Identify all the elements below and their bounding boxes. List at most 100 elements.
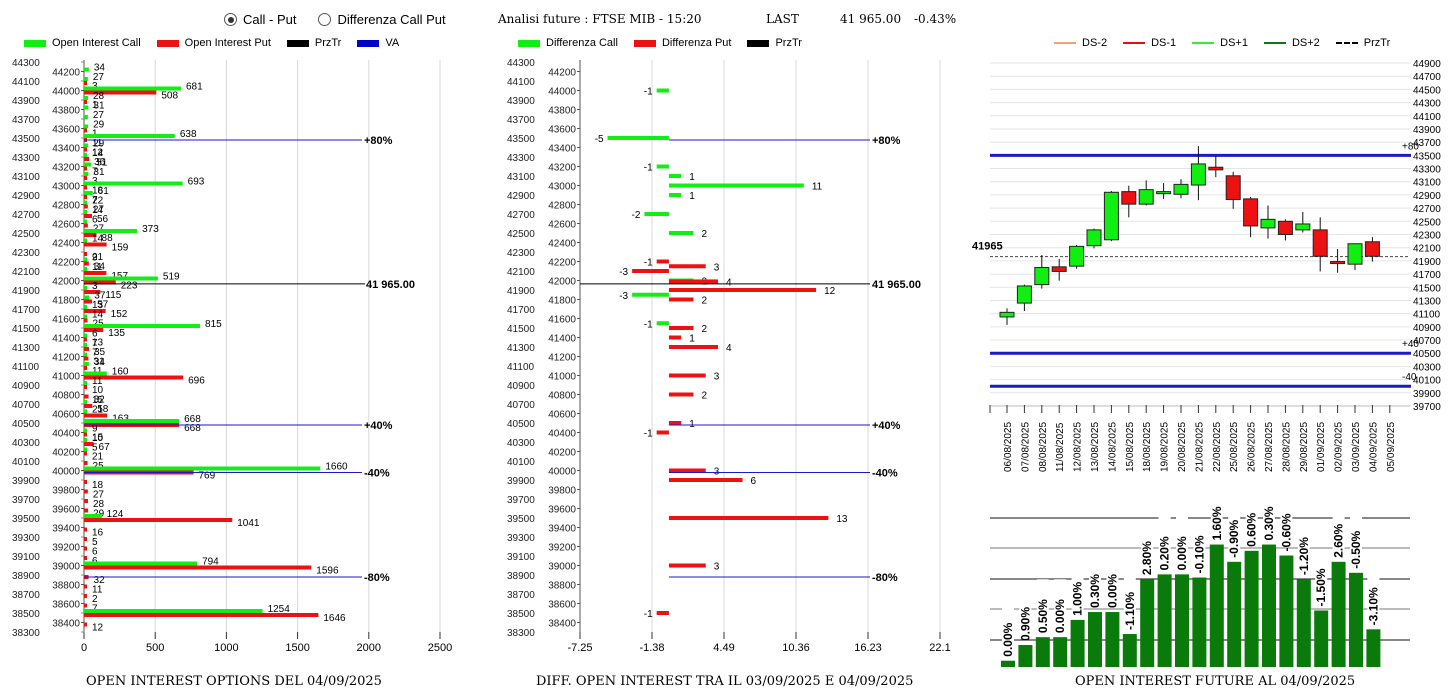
y-tick-label: 41600 (548, 315, 576, 326)
bar-label-put: 6 (92, 547, 98, 558)
bar-label-call: 51 (96, 158, 108, 169)
bar-label-put: 10 (92, 385, 104, 396)
diff-bar-put (656, 611, 669, 615)
bar-put (84, 613, 319, 617)
y-tick-label: 43100 (507, 172, 535, 183)
x-tick-label: 02/09/2025 (1334, 422, 1345, 472)
y-tick-label: 41800 (548, 296, 576, 307)
diff-bar-call (656, 164, 669, 169)
future-oi-bar (1001, 660, 1015, 667)
y-tick-label: 44900 (1413, 59, 1441, 70)
diff-bar-call (668, 183, 804, 188)
bar-label-put: 18 (92, 186, 104, 197)
future-oi-bar (1070, 619, 1085, 667)
bar-label-put: 11 (92, 585, 103, 596)
bar-label-put: 1 (92, 100, 98, 111)
radio-dot[interactable] (318, 13, 332, 26)
y-tick-label: 44300 (1413, 99, 1441, 110)
x-tick-label: -1.38 (639, 642, 664, 654)
y-tick-label: 41400 (52, 334, 80, 345)
radio-differenza-call-put[interactable]: Differenza Call Put (318, 12, 446, 27)
data-label-bg (1332, 503, 1345, 554)
bar-put (84, 299, 93, 304)
data-label: -3.10% (1366, 587, 1380, 625)
bar-label-put: 21 (92, 452, 104, 463)
data-label: 0.00% (1105, 574, 1119, 608)
y-tick-label: 41900 (12, 286, 40, 297)
bar-label-put: 31 (93, 357, 105, 368)
candle-up (1260, 218, 1276, 229)
y-tick-label: 40800 (52, 391, 80, 402)
y-tick-label: 42100 (507, 267, 535, 278)
y-tick-label: 41700 (1413, 270, 1441, 281)
bar-call (84, 115, 88, 119)
x-tick-label: 4.49 (713, 642, 734, 654)
bar-call (84, 267, 87, 271)
bar-label-put: 15 (92, 433, 104, 444)
x-tick-label: 29/08/2025 (1299, 422, 1310, 472)
diff-bar-label: 2 (701, 391, 707, 402)
bar-put (84, 432, 87, 437)
y-tick-label: 43600 (548, 125, 576, 136)
bar-put (84, 214, 92, 218)
bar-label-put: 88 (102, 233, 114, 244)
diff-bar-label: -3 (619, 267, 628, 278)
bar-label-put: 28 (93, 499, 105, 510)
candle-down (1121, 191, 1137, 205)
bar-put (84, 499, 88, 503)
y-tick-label: 38300 (12, 628, 40, 639)
y-tick-label: 42700 (507, 210, 535, 221)
future-oi-bar (1331, 561, 1346, 667)
swatch-va (357, 39, 380, 47)
bar-call (84, 229, 138, 233)
bar-label-call: 9 (92, 253, 98, 264)
bar-label-put: 27 (93, 205, 105, 216)
x-tick-label: 2000 (357, 642, 381, 654)
bar-label-put: 32 (94, 575, 106, 586)
y-tick-label: 39900 (12, 476, 40, 487)
candle-up (1069, 245, 1085, 267)
y-tick-label: 42200 (52, 258, 80, 269)
y-tick-label: 43000 (548, 182, 576, 193)
bar-put (84, 565, 312, 570)
data-label: -0.10% (1192, 535, 1206, 573)
bar-call (84, 400, 87, 404)
x-tick-label: 22/08/2025 (1212, 422, 1223, 472)
y-tick-label: 44300 (507, 58, 535, 69)
swatch-put (633, 39, 656, 47)
y-tick-label: 43900 (507, 96, 535, 107)
diff-bar-label: 1 (689, 191, 695, 202)
bar-label-put: 13 (92, 338, 104, 349)
bar-label-call: 14 (92, 148, 104, 159)
y-tick-label: 41000 (52, 372, 80, 383)
bar-label-put: 1041 (237, 518, 260, 529)
bar-put (84, 356, 89, 361)
bar-label-call: 61 (98, 186, 110, 197)
bar-put (84, 261, 89, 266)
bar-call (84, 381, 87, 385)
bar-call (84, 276, 158, 281)
diff-bar-label: 11 (812, 182, 823, 193)
bar-label-call: 815 (205, 319, 222, 330)
data-label: 2.80% (1140, 541, 1154, 575)
y-tick-label: 39200 (548, 543, 576, 554)
bar-call (84, 96, 88, 100)
legend-label: Open Interest Call (52, 37, 141, 49)
x-tick-label: 1500 (285, 642, 309, 654)
legend-item-call: Open Interest Call (24, 37, 141, 49)
header-bar: Analisi future : FTSE MIB - 15:20 LAST 4… (498, 12, 956, 26)
bar-put (84, 518, 233, 522)
y-tick-label: 41600 (52, 315, 80, 326)
x-tick-label: 28/08/2025 (1281, 422, 1292, 472)
y-tick-label: 40900 (507, 381, 535, 392)
x-tick-label: 08/08/2025 (1038, 422, 1049, 472)
y-tick-label: 39600 (52, 505, 80, 516)
candle-down (1208, 166, 1224, 171)
y-tick-label: 38600 (548, 600, 576, 611)
level-label: -40 (1402, 372, 1417, 383)
radio-call-put[interactable]: Call - Put (224, 12, 296, 27)
x-tick-label: 26/08/2025 (1247, 422, 1258, 472)
bar-put (84, 508, 89, 513)
data-label: 0.00% (1175, 536, 1189, 570)
radio-dot-selected[interactable] (224, 13, 237, 26)
